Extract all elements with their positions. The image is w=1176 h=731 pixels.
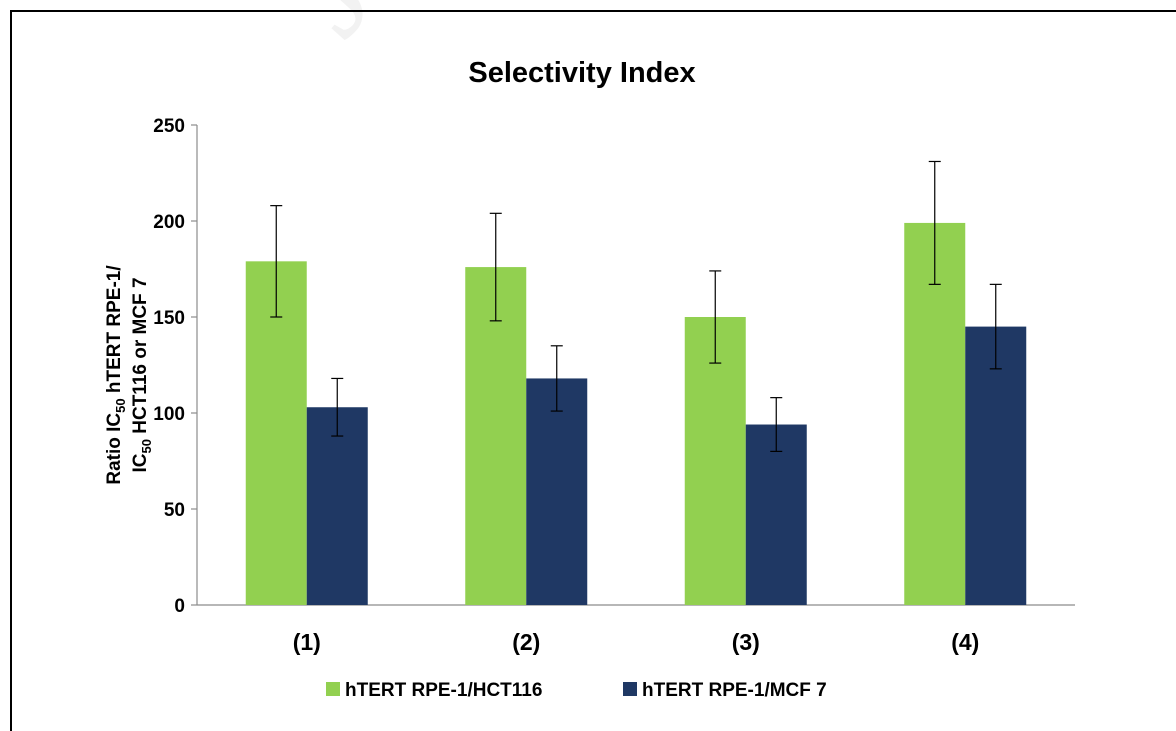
y-axis-title-line1: Ratio IC50 hTERT RPE-1/ (104, 265, 128, 485)
chart-title: Selectivity Index (468, 57, 695, 89)
x-category-label: (1) (293, 629, 321, 655)
legend-swatch (326, 682, 340, 696)
bar-mcf7 (526, 378, 588, 605)
bar-hct116 (684, 317, 746, 605)
y-axis-title-line2: IC50 HCT116 or MCF 7 (130, 277, 154, 472)
legend-label: hTERT RPE-1/MCF 7 (642, 680, 827, 701)
chart-frame: Journal (10, 0, 1176, 731)
y-axis-title-line1-sub: 50 (113, 398, 128, 412)
bar-hct116 (465, 267, 527, 605)
y-axis-title: Ratio IC50 hTERT RPE-1/ IC50 HCT116 or M… (104, 265, 154, 485)
x-category-label: (2) (512, 629, 540, 655)
bar-hct116 (245, 261, 307, 605)
y-axis-title-line1-b: hTERT RPE-1/ (104, 265, 125, 399)
y-axis-title-line1-a: Ratio IC (104, 413, 125, 485)
y-tick-label: 100 (153, 404, 185, 425)
legend-label: hTERT RPE-1/HCT116 (345, 680, 542, 701)
bar-mcf7 (965, 326, 1027, 605)
legend: hTERT RPE-1/HCT116 hTERT RPE-1/MCF 7 (326, 680, 827, 701)
y-tick-label: 200 (153, 212, 185, 233)
y-axis-title-line2-a: IC (130, 453, 151, 472)
x-category-label: (3) (732, 629, 760, 655)
y-tick-label: 0 (174, 596, 185, 617)
legend-swatch (623, 682, 637, 696)
y-axis-title-line2-sub: 50 (139, 439, 154, 453)
bar-hct116 (904, 222, 966, 606)
bar-mcf7 (306, 407, 368, 605)
y-tick-label: 250 (153, 116, 185, 137)
y-tick-label: 150 (153, 308, 185, 329)
plot-area: 0 50 100 150 200 250 (1) (2) (3) (4) (153, 116, 1075, 655)
y-tick-label: 50 (164, 500, 185, 521)
y-axis-title-line2-b: HCT116 or MCF 7 (130, 277, 151, 439)
bar-mcf7 (745, 424, 807, 605)
x-category-label: (4) (951, 629, 979, 655)
